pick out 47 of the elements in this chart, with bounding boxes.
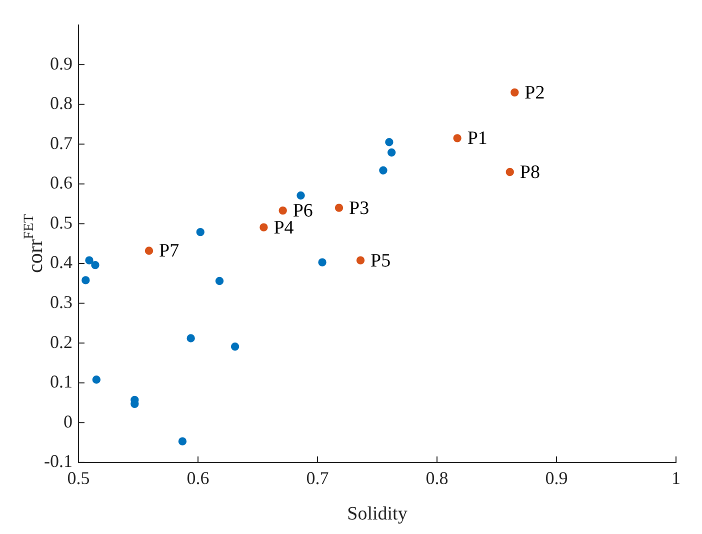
point (334, 204, 344, 212)
point (178, 437, 187, 446)
annotation: P6 (292, 200, 313, 222)
point (453, 134, 462, 142)
y-tick-label: 0.1 (50, 372, 72, 392)
y-tick-label: 0.8 (50, 93, 72, 114)
y-tick-label: 0 (63, 411, 72, 432)
x-tick-label: 0.6 (186, 468, 210, 488)
point (144, 246, 154, 255)
x-tick-label: 0.9 (545, 468, 568, 488)
point (318, 258, 326, 266)
x-tick-label: 0.7 (306, 468, 329, 488)
point (92, 376, 101, 384)
point (296, 191, 305, 200)
x-tick-label: 0.8 (426, 468, 448, 488)
point (379, 166, 388, 174)
x-axis-title: Solidity (347, 503, 408, 524)
y-tick-label: 0.4 (50, 252, 72, 272)
point (260, 223, 268, 232)
y-tick-label: 0.9 (50, 53, 72, 74)
point (506, 168, 514, 176)
point (196, 228, 204, 236)
point (230, 342, 240, 351)
point (356, 256, 365, 264)
annotation: P4 (274, 217, 294, 238)
y-tick-label: 0.3 (50, 292, 72, 312)
point (215, 276, 224, 286)
annotation: P3 (349, 198, 370, 219)
point (85, 256, 94, 264)
annotation: P5 (370, 250, 391, 272)
y-tick-label: 0.2 (50, 332, 72, 352)
point (385, 138, 394, 146)
point (387, 148, 396, 157)
annotation: P7 (159, 240, 180, 262)
point (82, 276, 90, 284)
annotation: P1 (467, 128, 488, 150)
y-tick-label: 0.7 (50, 132, 72, 153)
y-axis-title: corrFET (22, 214, 47, 273)
annotation: P2 (524, 82, 545, 104)
point (91, 260, 100, 270)
y-tick-label: 0.6 (50, 172, 72, 193)
point (510, 88, 519, 97)
point (186, 334, 195, 342)
y-tick-label: 0.5 (50, 212, 72, 232)
point (278, 206, 287, 215)
annotation: P8 (520, 162, 540, 183)
x-tick-label: 1 (672, 468, 680, 488)
